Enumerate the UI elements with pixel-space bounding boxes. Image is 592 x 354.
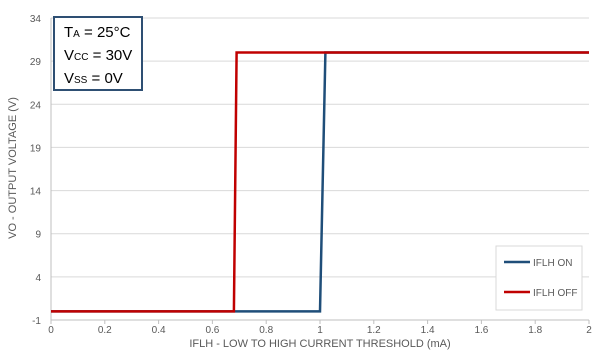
x-tick-label: 1.4 [421,325,435,336]
y-tick-label: 34 [30,14,42,25]
legend: IFLH ON IFLH OFF [495,245,583,311]
x-tick-label: 0.8 [259,325,273,336]
y-tick-label: 29 [30,57,42,68]
x-tick-label: 1 [317,325,323,336]
y-tick-labels: -1 4 9 14 19 24 29 34 [30,14,42,327]
y-tick-label: -1 [32,316,41,327]
y-tick-label: 9 [35,230,41,241]
legend-label: IFLH OFF [533,288,577,299]
y-tick-label: 14 [30,187,42,198]
x-axis-title: IFLH - LOW TO HIGH CURRENT THRESHOLD (mA… [189,338,450,350]
legend-label: IFLH ON [533,258,572,269]
x-tick-label: 0.6 [205,325,219,336]
condition-vcc: VCC = 30V [64,47,133,64]
y-tick-label: 19 [30,143,42,154]
condition-vss: VSS = 0V [64,70,123,87]
x-tick-label: 2 [586,325,592,336]
x-tick-label: 0.4 [152,325,166,336]
x-tick-labels: 0 0.2 0.4 0.6 0.8 1 1.2 1.4 1.6 1.8 2 [48,325,592,336]
x-tick-label: 1.8 [528,325,542,336]
axes [50,18,590,324]
y-axis-title: VO - OUTPUT VOLTAGE (V) [7,97,19,239]
condition-ta: TA = 25°C [64,24,131,41]
y-tick-label: 24 [30,100,42,111]
series-lines [51,51,589,313]
x-tick-label: 0.2 [98,325,112,336]
x-tick-label: 1.2 [367,325,381,336]
conditions-box: TA = 25°C VCC = 30V VSS = 0V [53,16,143,91]
x-tick-label: 1.6 [474,325,488,336]
legend-box [495,245,583,311]
series-line-iflh-off [51,51,589,313]
y-tick-label: 4 [35,273,41,284]
x-tick-label: 0 [48,325,54,336]
